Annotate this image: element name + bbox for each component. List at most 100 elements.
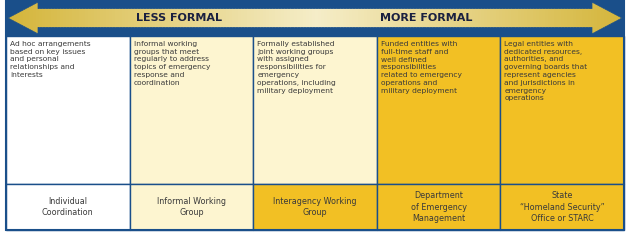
Bar bbox=[447, 2, 451, 34]
Bar bbox=[346, 2, 350, 34]
Text: LESS FORMAL: LESS FORMAL bbox=[136, 13, 222, 23]
Bar bbox=[582, 2, 586, 34]
Bar bbox=[263, 2, 267, 34]
Bar bbox=[122, 2, 125, 34]
Bar bbox=[85, 2, 89, 34]
Bar bbox=[444, 2, 448, 34]
Bar bbox=[97, 2, 101, 34]
Bar bbox=[79, 2, 83, 34]
Bar bbox=[376, 2, 381, 34]
Bar bbox=[616, 2, 620, 34]
Bar bbox=[309, 2, 313, 34]
Bar bbox=[564, 2, 568, 34]
Bar bbox=[14, 2, 18, 34]
Bar bbox=[130, 36, 253, 184]
Bar bbox=[220, 2, 224, 34]
Bar bbox=[318, 2, 322, 34]
Bar bbox=[156, 2, 159, 34]
Bar bbox=[207, 2, 212, 34]
Text: Interagency Working
Group: Interagency Working Group bbox=[273, 197, 357, 217]
Bar bbox=[158, 2, 163, 34]
Bar bbox=[539, 2, 543, 34]
Bar bbox=[462, 2, 466, 34]
Bar bbox=[94, 2, 98, 34]
Bar bbox=[340, 2, 343, 34]
Bar bbox=[281, 2, 285, 34]
Bar bbox=[69, 2, 74, 34]
Bar bbox=[502, 2, 507, 34]
Bar bbox=[607, 2, 610, 34]
Bar bbox=[63, 2, 67, 34]
Bar bbox=[416, 2, 420, 34]
Bar bbox=[558, 2, 561, 34]
Bar bbox=[312, 2, 316, 34]
Bar bbox=[493, 2, 497, 34]
Bar bbox=[336, 2, 341, 34]
Bar bbox=[306, 2, 310, 34]
Bar bbox=[520, 2, 525, 34]
Bar bbox=[570, 2, 574, 34]
Bar bbox=[481, 2, 485, 34]
Bar bbox=[125, 2, 129, 34]
Bar bbox=[425, 2, 430, 34]
Bar bbox=[30, 2, 33, 34]
Bar bbox=[374, 2, 377, 34]
Bar bbox=[377, 36, 500, 184]
Bar bbox=[379, 2, 384, 34]
Bar bbox=[600, 2, 605, 34]
Bar bbox=[260, 2, 264, 34]
Bar bbox=[161, 2, 166, 34]
Bar bbox=[297, 2, 301, 34]
Bar bbox=[294, 2, 297, 34]
Bar bbox=[8, 2, 12, 34]
Bar bbox=[395, 2, 399, 34]
Bar bbox=[11, 2, 15, 34]
Bar bbox=[57, 2, 61, 34]
Bar bbox=[333, 2, 338, 34]
Bar bbox=[275, 2, 279, 34]
Bar bbox=[195, 2, 199, 34]
Bar bbox=[210, 2, 215, 34]
Bar bbox=[48, 2, 52, 34]
Bar bbox=[168, 2, 172, 34]
Bar bbox=[441, 2, 445, 34]
Bar bbox=[407, 2, 411, 34]
Bar bbox=[110, 2, 113, 34]
Bar bbox=[100, 2, 104, 34]
Bar bbox=[536, 2, 540, 34]
Bar bbox=[524, 2, 528, 34]
Bar bbox=[533, 2, 537, 34]
Bar bbox=[253, 184, 377, 230]
Bar bbox=[567, 2, 571, 34]
Bar bbox=[192, 2, 197, 34]
Bar bbox=[490, 2, 494, 34]
Bar bbox=[248, 2, 251, 34]
Bar bbox=[588, 2, 592, 34]
Bar bbox=[131, 2, 135, 34]
Bar bbox=[349, 2, 353, 34]
Bar bbox=[6, 184, 130, 230]
Bar bbox=[386, 2, 390, 34]
Bar bbox=[174, 2, 178, 34]
Bar bbox=[512, 2, 515, 34]
Bar bbox=[453, 2, 457, 34]
Bar bbox=[60, 2, 64, 34]
Text: Informal Working
Group: Informal Working Group bbox=[157, 197, 226, 217]
Bar bbox=[545, 2, 549, 34]
Bar bbox=[149, 2, 153, 34]
Bar bbox=[137, 2, 141, 34]
Bar bbox=[377, 184, 500, 230]
Bar bbox=[610, 2, 614, 34]
Bar bbox=[389, 2, 392, 34]
Bar bbox=[202, 2, 205, 34]
Bar bbox=[54, 2, 58, 34]
Bar bbox=[604, 2, 608, 34]
Bar bbox=[143, 2, 147, 34]
Text: Funded entities with
full-time staff and
well defined
responsibilities
related t: Funded entities with full-time staff and… bbox=[381, 41, 462, 94]
Bar bbox=[217, 2, 221, 34]
Bar bbox=[321, 2, 325, 34]
Bar bbox=[103, 2, 107, 34]
Bar bbox=[272, 2, 276, 34]
Text: State
“Homeland Security”
Office or STARC: State “Homeland Security” Office or STAR… bbox=[520, 191, 605, 223]
Bar bbox=[115, 2, 120, 34]
